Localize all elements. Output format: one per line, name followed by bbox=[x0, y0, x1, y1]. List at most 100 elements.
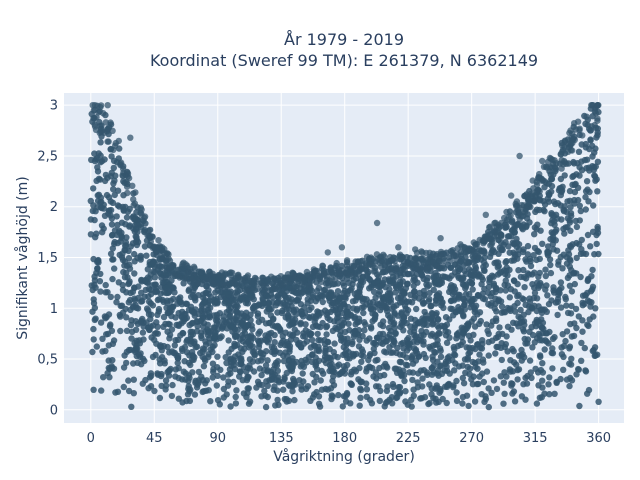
data-point bbox=[482, 236, 489, 244]
data-point bbox=[518, 393, 526, 400]
data-point bbox=[567, 257, 574, 264]
data-point bbox=[328, 392, 335, 399]
data-point bbox=[333, 259, 340, 267]
data-point bbox=[591, 344, 599, 351]
data-point bbox=[249, 343, 256, 350]
data-point bbox=[438, 300, 446, 307]
data-point bbox=[348, 285, 355, 292]
data-point bbox=[123, 314, 130, 321]
data-point bbox=[302, 321, 309, 328]
data-point bbox=[568, 288, 576, 295]
data-point bbox=[486, 276, 493, 283]
data-point bbox=[139, 315, 146, 323]
data-point bbox=[345, 320, 352, 327]
data-point bbox=[576, 125, 583, 132]
data-point bbox=[328, 275, 335, 283]
data-point bbox=[453, 389, 460, 396]
data-point bbox=[214, 353, 221, 360]
data-point bbox=[518, 357, 525, 364]
data-point bbox=[174, 359, 181, 367]
data-point bbox=[503, 267, 510, 275]
data-point bbox=[406, 369, 413, 376]
data-point bbox=[254, 310, 262, 317]
data-point bbox=[485, 352, 492, 359]
data-point bbox=[225, 349, 232, 356]
data-point bbox=[301, 309, 309, 317]
data-point bbox=[117, 313, 124, 320]
data-point bbox=[433, 263, 440, 270]
data-point bbox=[134, 254, 141, 262]
data-point bbox=[340, 338, 347, 345]
data-point bbox=[375, 291, 382, 298]
data-point bbox=[302, 356, 309, 363]
data-point bbox=[407, 315, 415, 322]
data-point bbox=[90, 300, 98, 307]
data-point bbox=[336, 323, 343, 331]
data-point bbox=[168, 312, 175, 320]
data-point bbox=[94, 164, 101, 171]
data-point bbox=[377, 321, 384, 328]
data-point bbox=[198, 269, 205, 276]
data-point bbox=[488, 389, 495, 396]
data-point bbox=[520, 318, 528, 325]
data-point bbox=[131, 284, 138, 292]
data-point bbox=[269, 376, 276, 383]
data-point bbox=[296, 377, 303, 384]
data-point bbox=[556, 185, 563, 192]
data-point bbox=[490, 377, 498, 384]
data-point bbox=[452, 360, 459, 367]
data-point bbox=[289, 269, 296, 276]
data-point bbox=[102, 281, 109, 289]
data-point bbox=[145, 285, 153, 292]
data-point bbox=[365, 268, 372, 276]
data-point bbox=[594, 188, 601, 195]
data-point bbox=[244, 385, 251, 392]
y-tick-label: 0,5 bbox=[37, 353, 58, 368]
data-point bbox=[213, 297, 220, 305]
data-point bbox=[357, 394, 364, 401]
data-point bbox=[553, 160, 560, 167]
data-point bbox=[110, 365, 118, 372]
data-point bbox=[281, 374, 288, 381]
data-point bbox=[489, 337, 496, 344]
data-point bbox=[277, 273, 285, 280]
data-point bbox=[317, 309, 325, 316]
data-point bbox=[175, 321, 182, 328]
data-point bbox=[546, 374, 553, 381]
data-point bbox=[116, 203, 123, 210]
data-point bbox=[105, 342, 113, 349]
data-point bbox=[436, 363, 444, 370]
data-point bbox=[256, 280, 264, 287]
data-point bbox=[386, 396, 393, 403]
data-point bbox=[144, 266, 151, 273]
data-point bbox=[393, 273, 400, 280]
data-point bbox=[93, 230, 100, 237]
data-point bbox=[225, 291, 232, 299]
data-point bbox=[393, 394, 400, 402]
data-point bbox=[163, 259, 170, 266]
y-tick-label: 1,5 bbox=[37, 251, 58, 266]
data-point bbox=[499, 330, 506, 338]
data-point bbox=[513, 239, 521, 246]
data-point bbox=[96, 278, 104, 285]
data-point bbox=[250, 304, 257, 311]
data-point bbox=[592, 110, 600, 117]
data-point bbox=[419, 375, 426, 382]
data-point bbox=[298, 290, 305, 297]
data-point bbox=[507, 286, 515, 293]
data-point bbox=[363, 386, 371, 393]
data-point bbox=[152, 351, 159, 359]
data-point bbox=[280, 357, 288, 365]
data-point bbox=[334, 280, 342, 287]
data-point bbox=[467, 271, 475, 279]
data-point bbox=[576, 217, 583, 224]
data-point bbox=[583, 178, 591, 185]
data-point bbox=[385, 265, 392, 273]
data-point bbox=[456, 265, 464, 273]
data-point bbox=[536, 337, 544, 344]
data-point bbox=[121, 274, 129, 281]
data-point bbox=[277, 326, 284, 334]
data-point bbox=[492, 284, 500, 292]
data-point bbox=[289, 388, 296, 395]
